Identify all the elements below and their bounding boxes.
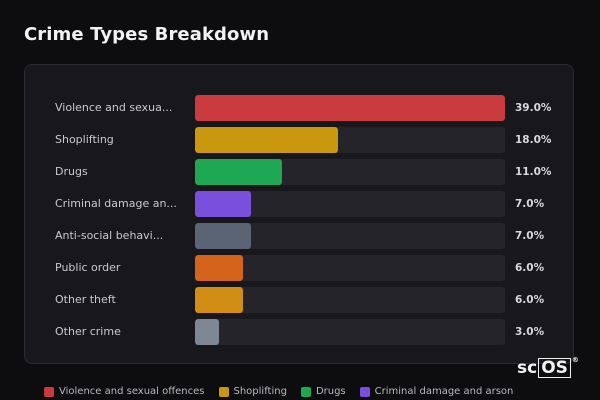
- bar-label: Drugs: [55, 165, 88, 178]
- legend-swatch: [300, 386, 311, 397]
- legend-label: Shoplifting: [233, 386, 287, 397]
- bar-row: Criminal damage an... 7.0%: [55, 191, 555, 217]
- bar-label: Other theft: [55, 293, 116, 306]
- bar-value: 11.0%: [515, 166, 552, 178]
- bar-row: Anti-social behavi... 7.0%: [55, 223, 555, 249]
- bar-value: 7.0%: [515, 230, 545, 242]
- legend-item: Shoplifting: [218, 386, 287, 397]
- bar-fill: [195, 319, 219, 345]
- legend-label: Drugs: [315, 386, 346, 397]
- bar-value: 6.0%: [515, 294, 545, 306]
- legend-item: Drugs: [300, 386, 346, 397]
- bar-row: Other crime 3.0%: [55, 319, 555, 345]
- bar-fill: [195, 255, 243, 281]
- bar-value: 6.0%: [515, 262, 545, 274]
- bar-label: Other crime: [55, 325, 121, 338]
- bar-fill: [195, 223, 251, 249]
- bar-label: Anti-social behavi...: [55, 229, 164, 242]
- bar-label: Violence and sexua...: [55, 101, 173, 114]
- bar-track: [195, 255, 505, 281]
- bar-label: Public order: [55, 261, 121, 274]
- chart-card: Violence and sexua... 39.0% Shoplifting 18.…: [24, 64, 574, 364]
- legend-item: Violence and sexual offences: [44, 386, 205, 397]
- registered-mark: ®: [571, 356, 579, 364]
- bar-row: Shoplifting 18.0%: [55, 127, 555, 153]
- bar-fill: [195, 159, 283, 185]
- bar-row: Public order 6.0%: [55, 255, 555, 281]
- legend-swatch: [359, 386, 370, 397]
- page-title: Crime Types Breakdown: [24, 24, 270, 45]
- bar-value: 39.0%: [515, 102, 552, 114]
- bar-track: [195, 191, 505, 217]
- bar-fill: [195, 191, 251, 217]
- legend-label: Criminal damage and arson: [374, 386, 514, 397]
- bar-track: [195, 319, 505, 345]
- bar-track: [195, 127, 505, 153]
- bar-row: Drugs 11.0%: [55, 159, 555, 185]
- legend-label: Violence and sexual offences: [59, 386, 205, 397]
- bar-track: [195, 95, 505, 121]
- legend-item: Criminal damage and arson: [359, 386, 514, 397]
- bar-label: Shoplifting: [55, 133, 114, 146]
- bar-track: [195, 287, 505, 313]
- bar-row: Other theft 6.0%: [55, 287, 555, 313]
- logo-boxed-text: OS: [538, 358, 571, 378]
- bar-value: 7.0%: [515, 198, 545, 210]
- logo-prefix: sc: [517, 358, 538, 378]
- legend-swatch: [44, 386, 54, 397]
- bar-fill: [195, 287, 243, 313]
- legend: Violence and sexual offences Shoplifting D…: [44, 386, 513, 397]
- legend-swatch: [218, 386, 229, 397]
- bar-fill: [195, 127, 339, 153]
- bar-track: [195, 159, 505, 185]
- bar-fill: [195, 95, 505, 121]
- bar-value: 18.0%: [515, 134, 552, 146]
- bar-label: Criminal damage an...: [55, 197, 177, 210]
- scos-logo: sc OS ®: [517, 356, 579, 378]
- bar-track: [195, 223, 505, 249]
- bar-value: 3.0%: [515, 326, 545, 338]
- bar-row: Violence and sexua... 39.0%: [55, 95, 555, 121]
